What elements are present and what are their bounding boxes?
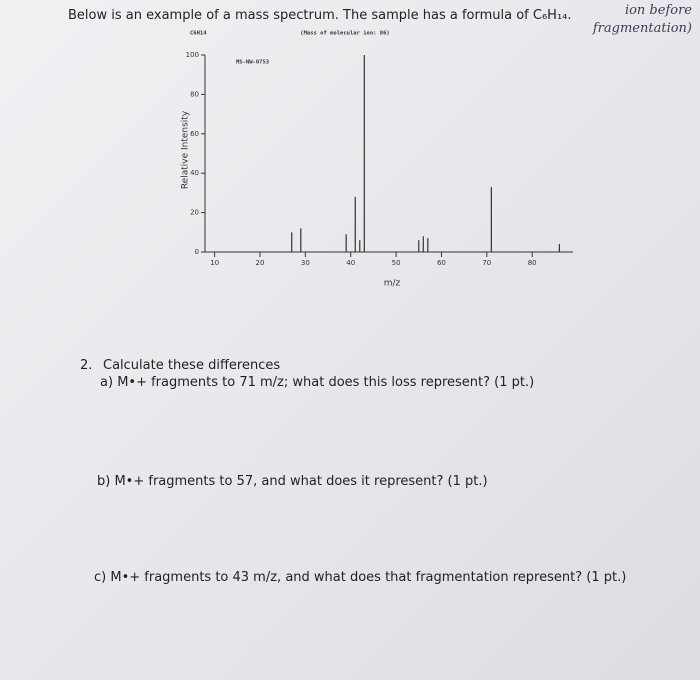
item-label: b) [97, 474, 111, 489]
y-tick-label: 80 [190, 90, 199, 98]
peak [558, 244, 560, 252]
peak [359, 240, 361, 252]
x-tick-label: 70 [482, 259, 491, 267]
x-tick-label: 10 [210, 259, 219, 267]
peak [345, 234, 347, 252]
y-tick-label: 60 [190, 130, 199, 138]
peak [291, 232, 293, 252]
x-tick-label: 30 [301, 259, 310, 267]
peak [300, 228, 302, 252]
question-number: 2. [80, 358, 93, 373]
instruction: Below is an example of a mass spectrum. … [68, 8, 572, 23]
chart-subtitle: (Mass of molecular ion: 86) [300, 31, 389, 37]
peak [427, 238, 429, 252]
y-tick-label: 20 [190, 209, 199, 217]
x-axis-label: m/z [384, 279, 401, 289]
peak [363, 55, 365, 252]
y-axis-label: Relative Intensity [181, 110, 191, 189]
item-text: M•+ fragments to 57, and what does it re… [114, 474, 488, 489]
item-text: M•+ fragments to 43 m/z, and what does t… [110, 570, 627, 585]
x-tick-label: 80 [528, 259, 537, 267]
formula-label: C6H14 [190, 31, 207, 37]
handwritten-note: ion before fragmentation) [592, 3, 692, 36]
item-text: M•+ fragments to 71 m/z; what does this … [117, 375, 535, 390]
item-label: a) [100, 375, 114, 390]
x-tick-label: 40 [346, 259, 355, 267]
x-tick-label: 20 [256, 259, 265, 267]
item-label: c) [94, 570, 107, 585]
y-tick-label: 40 [190, 169, 199, 177]
x-tick-label: 50 [392, 259, 401, 267]
y-tick-label: 0 [195, 248, 199, 256]
peak [354, 196, 356, 252]
peak [490, 186, 492, 252]
spectrum-id: MS-NW-0753 [236, 60, 269, 66]
question-a: a) M•+ fragments to 71 m/z; what does th… [100, 375, 534, 390]
question-c: c) M•+ fragments to 43 m/z, and what doe… [94, 570, 626, 585]
peak [418, 240, 420, 252]
y-tick-label: 100 [186, 51, 199, 59]
question-b: b) M•+ fragments to 57, and what does it… [97, 474, 488, 489]
x-tick-label: 60 [437, 259, 446, 267]
question-heading: Calculate these differences [103, 358, 281, 373]
peak [422, 236, 424, 252]
